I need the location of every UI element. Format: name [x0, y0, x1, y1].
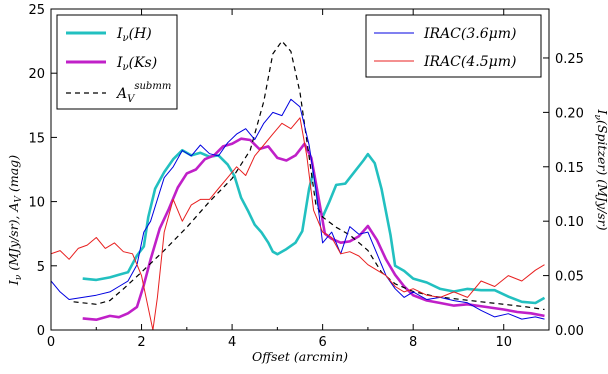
legend-label-ks: Iν(Ks)	[116, 55, 157, 73]
y-axis-label-left: Iν (MJy/sr), AV (mag)	[6, 155, 24, 286]
x-tick-label: 10	[495, 335, 512, 350]
y-right-tick-label: 0.05	[555, 270, 584, 285]
legend-label-irac36: IRAC(3.6μm)	[423, 26, 516, 42]
x-tick-label: 2	[137, 335, 145, 350]
series-line-4	[51, 117, 545, 330]
y-right-tick-label: 0.20	[555, 106, 584, 121]
y-left-tick-label: 20	[28, 67, 45, 82]
y-left-tick-label: 10	[28, 196, 45, 211]
series-line-1	[82, 137, 545, 321]
y-left-tick-label: 5	[37, 260, 45, 275]
series-line-3	[51, 98, 545, 320]
legend-left: Iν(H) Iν(Ks) AVsubmm	[56, 14, 178, 110]
x-tick-label: 6	[318, 335, 326, 350]
ticks-layer: 0 2 4 6 8 10 0 5 10 15 20 25 0.00 0.05 0.10 0.15 0.20 0.2…	[28, 3, 584, 350]
y-left-tick-label: 0	[37, 324, 45, 339]
legend-label-irac45: IRAC(4.5μm)	[423, 54, 516, 70]
y-right-tick-label: 0.00	[555, 324, 584, 339]
x-axis-label: Offset (arcmin)	[252, 349, 348, 364]
legend-right-box	[365, 14, 542, 78]
legend-right: IRAC(3.6μm) IRAC(4.5μm)	[365, 14, 542, 78]
x-tick-label: 8	[409, 335, 417, 350]
y-right-tick-label: 0.15	[555, 161, 584, 176]
y-left-tick-label: 15	[28, 131, 45, 146]
legend-label-h: Iν(H)	[116, 26, 152, 44]
y-axis-label-right: Iν(Spitzer) (MJy/sr)	[592, 109, 608, 231]
plot-frame	[50, 8, 550, 331]
x-tick-label: 0	[47, 335, 55, 350]
y-right-tick-label: 0.10	[555, 215, 584, 230]
series-line-0	[82, 148, 546, 305]
y-left-tick-label: 25	[28, 3, 45, 18]
x-tick-label: 4	[228, 335, 236, 350]
y-right-tick-label: 0.25	[555, 52, 584, 67]
series-layer	[51, 40, 546, 330]
